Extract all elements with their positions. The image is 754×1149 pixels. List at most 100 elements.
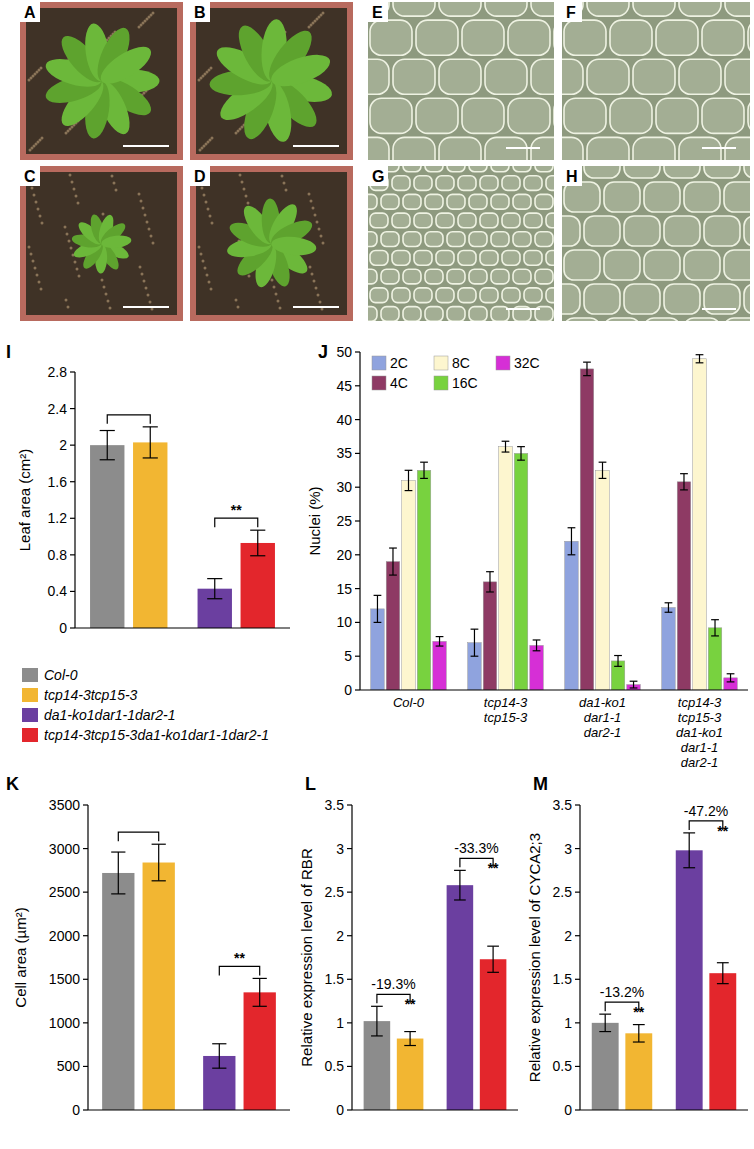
error-cap	[405, 470, 413, 471]
cell	[724, 250, 750, 280]
error-cap	[665, 612, 673, 613]
cell	[546, 213, 554, 228]
cell	[546, 176, 554, 191]
label-line: da1-ko1	[676, 725, 723, 740]
y-tick-label: 2	[59, 437, 67, 453]
error-cap	[471, 629, 479, 630]
y-tick-label: 3000	[49, 841, 80, 857]
cell	[368, 307, 377, 321]
error-cap	[207, 598, 222, 599]
cell	[439, 2, 481, 16]
x-axis	[88, 1109, 290, 1110]
cell	[584, 216, 620, 246]
cell	[392, 213, 410, 228]
y-tick-label: 2500	[49, 884, 80, 900]
cell	[535, 166, 553, 172]
legend-swatch	[496, 356, 510, 370]
bar	[709, 973, 736, 1110]
y-tick-label: 0	[59, 620, 67, 636]
cell	[370, 20, 412, 55]
soil-grain	[311, 273, 314, 276]
error-stem	[633, 681, 634, 688]
cell	[462, 98, 504, 133]
error-stem	[107, 431, 108, 460]
x-tick-label: tcp14-3tcp15-3	[484, 695, 528, 725]
axes: 00.40.81.21.622.42.8	[48, 364, 290, 636]
error-stem	[474, 629, 475, 656]
cell	[491, 232, 509, 247]
soil-grain	[36, 274, 39, 277]
axes: 00.511.522.533.5	[325, 797, 518, 1118]
error-cap	[727, 681, 735, 682]
cell	[633, 59, 675, 94]
significance: **	[488, 860, 499, 876]
legend-label: da1-ko1dar1-1dar2-1	[44, 707, 176, 723]
error-bar	[143, 427, 158, 458]
cell	[469, 166, 487, 172]
soil-grain	[66, 233, 69, 236]
soil	[196, 172, 347, 315]
cell	[724, 182, 750, 212]
error-bar	[583, 362, 591, 376]
cell	[469, 307, 487, 321]
y-tick-label: 40	[336, 412, 352, 428]
y-tick-label: 3	[564, 841, 572, 857]
soil-grain	[67, 306, 70, 309]
soil-grain	[211, 222, 214, 225]
error-stem	[571, 528, 572, 555]
bar	[693, 359, 707, 690]
cell	[447, 232, 465, 247]
y-tick-label: 0.5	[553, 1058, 573, 1074]
y-axis-label: Cell area (µm²)	[12, 907, 29, 1007]
error-cap	[614, 655, 622, 656]
soil-grain	[143, 280, 146, 283]
y-tick	[83, 892, 88, 893]
axes: 05101520253035404550	[336, 344, 748, 698]
cell	[485, 59, 527, 94]
soil-grain	[70, 247, 73, 250]
y-tick-label: 3.5	[325, 797, 345, 813]
photo-panel	[190, 2, 353, 160]
cell	[513, 269, 531, 284]
soil-grain	[207, 208, 210, 211]
soil-grain	[322, 12, 325, 15]
error-cap	[374, 622, 382, 623]
legend-swatch	[434, 356, 448, 370]
soil-grain	[315, 287, 318, 290]
y-tick	[83, 935, 88, 936]
plot-area	[102, 844, 276, 1110]
soil-grain	[320, 235, 323, 238]
panel-label-bg	[562, 166, 582, 186]
soil-grain	[317, 294, 320, 297]
error-stem	[722, 963, 723, 984]
panel-label: H	[566, 168, 578, 185]
error-bar	[436, 637, 444, 646]
y-tick-label: 1	[336, 1015, 344, 1031]
cell	[414, 251, 432, 266]
y-tick	[83, 979, 88, 980]
cell	[370, 98, 412, 133]
error-stem	[602, 462, 603, 478]
bar	[447, 885, 474, 1110]
y-tick	[575, 892, 580, 893]
tissue	[562, 166, 750, 321]
error-cap	[583, 375, 591, 376]
cell	[524, 176, 542, 191]
cell	[562, 59, 583, 94]
error-stem	[683, 474, 684, 490]
error-stem	[408, 470, 409, 490]
cell	[748, 20, 750, 55]
soil-grain	[146, 221, 149, 224]
soil-grain	[107, 300, 110, 303]
y-tick	[575, 1022, 580, 1023]
photo-panel	[190, 166, 353, 321]
error-stem	[638, 1025, 639, 1042]
pot	[190, 2, 353, 160]
soil-grain	[277, 300, 280, 303]
y-tick	[347, 1022, 352, 1023]
cell	[462, 20, 504, 55]
cell	[644, 318, 680, 321]
error-cap	[405, 490, 413, 491]
error-bar	[717, 963, 729, 984]
y-tick-label: 0	[72, 1102, 80, 1118]
